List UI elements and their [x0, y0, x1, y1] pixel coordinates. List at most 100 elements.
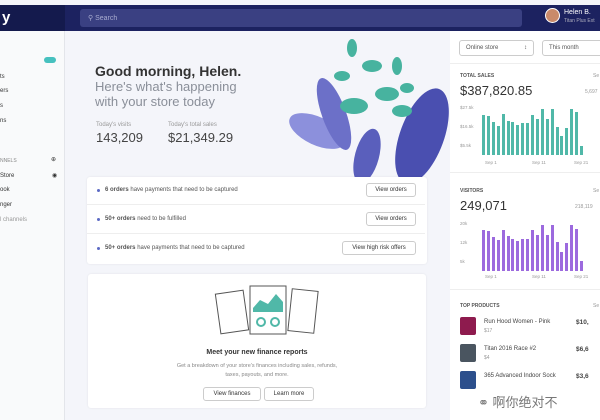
sidebar-item-customers[interactable]: ers	[0, 88, 9, 94]
shopify-logo[interactable]: y	[0, 5, 65, 31]
total-sales-chart	[482, 105, 586, 155]
sidebar: ts ers s ns NNELS ⊕ Store ◉ ook nger l c…	[0, 31, 65, 420]
user-name: Helen B.	[564, 9, 591, 16]
eye-icon[interactable]: ◉	[52, 173, 58, 179]
learn-more-button[interactable]: Learn more	[264, 387, 314, 401]
stat-value: $21,349.29	[168, 130, 234, 145]
task-row: 6 orders have payments that need to be c…	[87, 177, 425, 205]
finance-reports-illustration	[214, 285, 319, 335]
x-tick: Sep 11	[532, 160, 546, 165]
y-tick: 12k	[460, 240, 468, 245]
sidebar-item-messenger[interactable]: nger	[0, 202, 13, 208]
visitors-label: VISITORS	[460, 188, 484, 194]
sidebar-item-online-store[interactable]: Store	[0, 173, 15, 179]
top-products-link[interactable]: Se	[593, 303, 600, 309]
bar	[531, 230, 534, 271]
task-text: have payments that need to be captured	[135, 245, 245, 251]
total-sales-value: $387,820.85	[460, 83, 533, 98]
task-count: 6 orders	[105, 187, 129, 193]
plant-illustration	[289, 39, 449, 184]
product-price: $4	[484, 355, 490, 361]
top-bar: y ⚲ Search Helen B. Titan Plus Ext	[0, 5, 600, 31]
product-name: Run Hood Women - Pink	[484, 319, 551, 325]
bar	[550, 225, 554, 271]
bar	[535, 119, 539, 155]
visitors-chart	[482, 221, 586, 271]
add-channel-icon[interactable]: ⊕	[51, 157, 57, 163]
bar	[496, 239, 500, 271]
bar	[486, 231, 490, 271]
view-orders-button[interactable]: View orders	[366, 183, 416, 197]
total-sales-label: TOTAL SALES	[460, 73, 495, 79]
bar	[540, 225, 544, 271]
view-orders-button[interactable]: View orders	[366, 212, 416, 226]
sidebar-item-facebook[interactable]: ook	[0, 187, 10, 193]
bar	[580, 145, 583, 155]
search-input[interactable]: ⚲ Search	[80, 9, 522, 27]
bullet-icon	[97, 218, 100, 221]
bar	[506, 236, 510, 271]
greeting-title: Good morning, Helen.	[95, 63, 242, 79]
visitors-value: 249,071	[460, 198, 507, 213]
bar	[555, 126, 559, 155]
bar	[575, 112, 579, 155]
period-value: This month	[549, 45, 579, 51]
sidebar-item-discounts[interactable]: ns	[0, 118, 7, 124]
bar	[491, 121, 495, 155]
product-sales: $3,6	[576, 373, 589, 380]
bar	[565, 243, 569, 271]
bar	[501, 113, 505, 155]
sidebar-item-all-channels[interactable]: l channels	[0, 217, 28, 223]
bar	[575, 229, 579, 271]
bar	[560, 136, 564, 155]
greeting: Good morning, Helen. Here's what's happe…	[95, 63, 241, 109]
x-tick: Sep 1	[485, 274, 497, 279]
channel-select[interactable]: Online store ↕	[459, 40, 534, 56]
view-high-risk-offers-button[interactable]: View high risk offers	[342, 241, 416, 255]
bar	[526, 123, 530, 155]
finance-title: Meet your new finance reports	[206, 349, 308, 356]
x-tick: Sep 11	[532, 274, 546, 279]
x-tick: Sep 21	[574, 160, 589, 165]
bar	[511, 122, 515, 155]
bar	[482, 230, 485, 271]
product-image	[460, 344, 476, 362]
bar	[570, 225, 574, 271]
greeting-subtitle-1: Here's what's happening	[95, 79, 237, 94]
visitors-link[interactable]: Se	[593, 188, 600, 194]
bar	[526, 238, 530, 271]
task-count: 50+ orders	[105, 216, 136, 222]
tasks-card: 6 orders have payments that need to be c…	[87, 177, 427, 264]
sidebar-item-products[interactable]: ts	[0, 74, 5, 80]
select-arrows-icon: ↕	[524, 45, 527, 51]
stat-label: Today's total sales	[168, 122, 217, 128]
y-tick: 5k	[460, 259, 465, 264]
bar	[545, 119, 549, 155]
product-image	[460, 371, 476, 389]
channels-header: NNELS	[0, 158, 17, 164]
bar	[580, 261, 583, 271]
product-sales: $6,6	[576, 346, 589, 353]
task-row: 50+ orders have payments that need to be…	[87, 235, 425, 263]
bullet-icon	[97, 189, 100, 192]
watermark: ⚭ 啊你绝对不	[478, 395, 558, 410]
bar	[521, 238, 525, 271]
bar	[516, 125, 520, 155]
stat-value: 143,209	[96, 130, 143, 145]
right-panel: Online store ↕ This month TOTAL SALES Se …	[450, 31, 600, 420]
bar	[521, 123, 525, 155]
bar	[531, 114, 534, 155]
task-text: need to be fulfilled	[135, 216, 186, 222]
greeting-subtitle-2: with your store today	[95, 94, 215, 109]
top-products-label: TOP PRODUCTS	[460, 303, 500, 309]
total-sales-link[interactable]: Se	[593, 73, 600, 79]
view-finances-button[interactable]: View finances	[203, 387, 261, 401]
stat-visits: Today's visits 143,209	[96, 122, 143, 145]
x-tick: Sep 1	[485, 160, 497, 165]
bar	[535, 235, 539, 271]
sidebar-item-analytics[interactable]: s	[0, 103, 3, 109]
channel-value: Online store	[466, 45, 499, 51]
period-select[interactable]: This month	[542, 40, 600, 56]
search-placeholder: Search	[95, 15, 118, 22]
product-sales: $10,	[576, 319, 589, 326]
